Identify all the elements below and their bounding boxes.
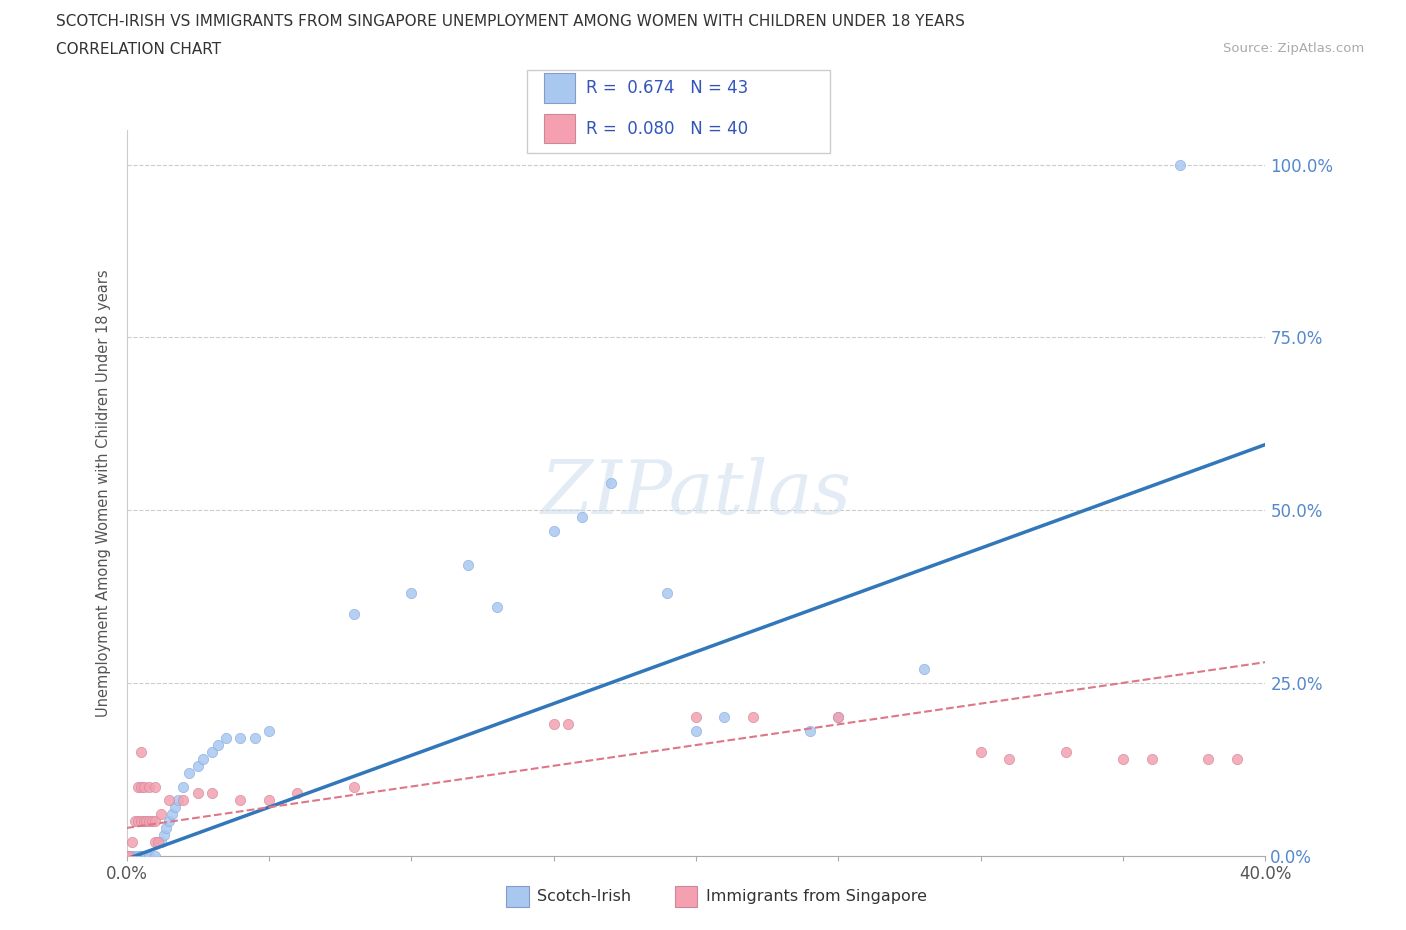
Point bbox=[557, 717, 579, 732]
Point bbox=[543, 717, 565, 732]
Point bbox=[998, 751, 1021, 766]
Point bbox=[143, 779, 166, 794]
Point bbox=[243, 731, 266, 746]
Point bbox=[187, 786, 209, 801]
Point bbox=[257, 793, 280, 808]
Point bbox=[571, 510, 593, 525]
Point bbox=[163, 800, 186, 815]
Point bbox=[121, 834, 143, 849]
Point bbox=[129, 814, 152, 829]
Point bbox=[187, 758, 209, 773]
Point bbox=[121, 848, 143, 863]
Point bbox=[1054, 745, 1077, 760]
Point bbox=[129, 848, 152, 863]
Point bbox=[1168, 157, 1191, 172]
Point bbox=[193, 751, 215, 766]
Point bbox=[799, 724, 821, 738]
Point bbox=[155, 820, 177, 835]
Point bbox=[146, 834, 169, 849]
Point bbox=[457, 558, 479, 573]
Point bbox=[179, 765, 201, 780]
Point bbox=[172, 779, 194, 794]
Point bbox=[713, 710, 735, 724]
Point bbox=[827, 710, 849, 724]
Point bbox=[129, 779, 152, 794]
Point bbox=[257, 724, 280, 738]
Point bbox=[215, 731, 238, 746]
Point bbox=[143, 834, 166, 849]
Point bbox=[1226, 751, 1249, 766]
Point bbox=[127, 779, 149, 794]
Point bbox=[229, 793, 252, 808]
Point bbox=[157, 793, 180, 808]
Point bbox=[685, 724, 707, 738]
Point bbox=[135, 848, 157, 863]
Point bbox=[149, 834, 172, 849]
Point bbox=[132, 814, 155, 829]
Point bbox=[685, 710, 707, 724]
Point bbox=[1112, 751, 1135, 766]
Point bbox=[124, 814, 146, 829]
Point bbox=[129, 745, 152, 760]
Text: R =  0.080   N = 40: R = 0.080 N = 40 bbox=[586, 120, 748, 138]
Point bbox=[118, 848, 141, 863]
Point bbox=[132, 779, 155, 794]
Text: Scotch-Irish: Scotch-Irish bbox=[537, 889, 631, 904]
Point bbox=[132, 848, 155, 863]
Point bbox=[124, 848, 146, 863]
Point bbox=[742, 710, 765, 724]
Point bbox=[146, 834, 169, 849]
Text: CORRELATION CHART: CORRELATION CHART bbox=[56, 42, 221, 57]
Point bbox=[543, 524, 565, 538]
Point bbox=[138, 779, 160, 794]
Point bbox=[401, 586, 423, 601]
Point bbox=[657, 586, 679, 601]
Point bbox=[138, 848, 160, 863]
Text: Immigrants from Singapore: Immigrants from Singapore bbox=[706, 889, 927, 904]
Point bbox=[201, 786, 224, 801]
Point bbox=[172, 793, 194, 808]
Point bbox=[827, 710, 849, 724]
Point bbox=[127, 814, 149, 829]
Point bbox=[138, 814, 160, 829]
Point bbox=[115, 848, 138, 863]
Point bbox=[1198, 751, 1220, 766]
Point bbox=[970, 745, 993, 760]
Point bbox=[343, 606, 366, 621]
Point bbox=[485, 600, 508, 615]
Text: R =  0.674   N = 43: R = 0.674 N = 43 bbox=[586, 79, 748, 98]
Point bbox=[141, 814, 163, 829]
Y-axis label: Unemployment Among Women with Children Under 18 years: Unemployment Among Women with Children U… bbox=[96, 269, 111, 717]
Point bbox=[118, 848, 141, 863]
Point bbox=[152, 828, 174, 843]
Point bbox=[129, 848, 152, 863]
Point bbox=[166, 793, 188, 808]
Text: ZIPatlas: ZIPatlas bbox=[540, 457, 852, 529]
Point bbox=[143, 814, 166, 829]
Text: Source: ZipAtlas.com: Source: ZipAtlas.com bbox=[1223, 42, 1364, 55]
Point bbox=[287, 786, 309, 801]
Point bbox=[201, 745, 224, 760]
Point bbox=[143, 848, 166, 863]
Point bbox=[149, 806, 172, 821]
Point bbox=[1140, 751, 1163, 766]
Point bbox=[160, 806, 183, 821]
Point bbox=[343, 779, 366, 794]
Text: SCOTCH-IRISH VS IMMIGRANTS FROM SINGAPORE UNEMPLOYMENT AMONG WOMEN WITH CHILDREN: SCOTCH-IRISH VS IMMIGRANTS FROM SINGAPOR… bbox=[56, 14, 965, 29]
Point bbox=[207, 737, 229, 752]
Point bbox=[115, 848, 138, 863]
Point bbox=[135, 814, 157, 829]
Point bbox=[229, 731, 252, 746]
Point bbox=[157, 814, 180, 829]
Point bbox=[127, 848, 149, 863]
Point bbox=[599, 475, 621, 490]
Point bbox=[912, 661, 935, 676]
